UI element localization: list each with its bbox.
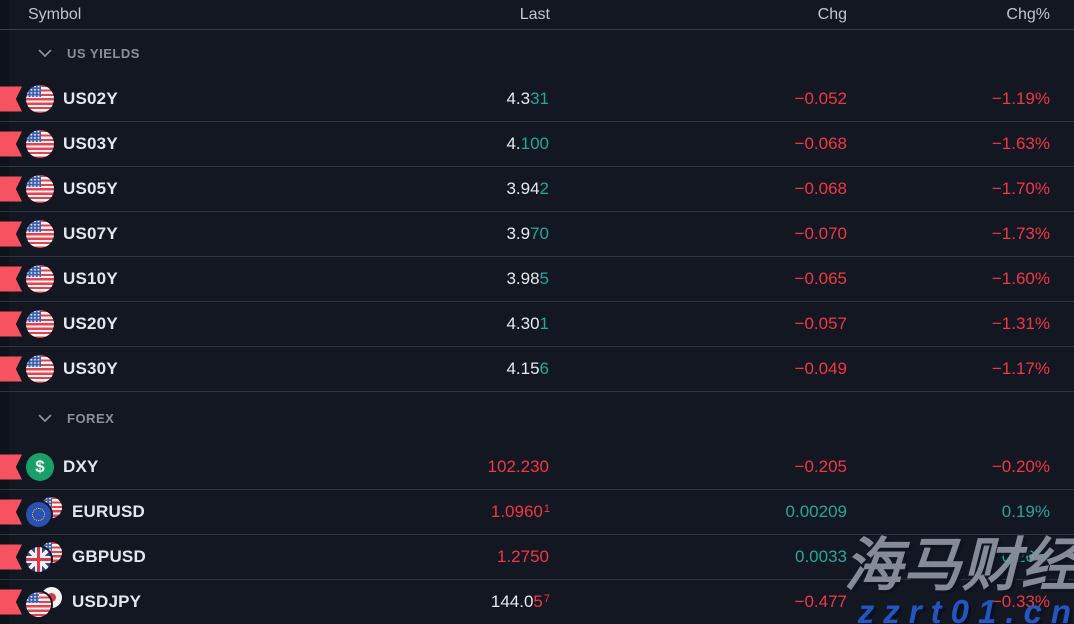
symbol-label: US02Y: [63, 89, 118, 108]
watchlist-row-US03Y[interactable]: US03Y 4.100 −0.068 −1.63%: [0, 122, 1074, 167]
last-value: 3.942: [506, 179, 549, 198]
flag-marker-icon[interactable]: [0, 589, 22, 615]
flag-marker-icon[interactable]: [0, 311, 22, 337]
symbol-label: US20Y: [63, 314, 118, 333]
us-flag-icon: [26, 355, 54, 383]
last-value: 1.09601: [490, 502, 550, 521]
watchlist-row-US02Y[interactable]: US02Y 4.331 −0.052 −1.19%: [0, 77, 1074, 122]
gb-us-flags-icon: [26, 542, 63, 572]
change-value: 0.0033: [795, 547, 847, 566]
last-value: 4.100: [506, 134, 549, 153]
section-header-us-yields[interactable]: US YIELDS: [0, 30, 1074, 77]
section-header-forex[interactable]: FOREX: [0, 392, 1074, 445]
column-header-last[interactable]: Last: [519, 5, 550, 23]
flag-marker-icon[interactable]: [0, 266, 22, 292]
change-percent-value: 0.26%: [1001, 547, 1050, 566]
us-flag-icon: [26, 220, 54, 248]
watchlist-body: US YIELDS US02Y 4.331 −0.052 −1.19% US03…: [0, 30, 1074, 624]
change-value: −0.052: [794, 89, 847, 108]
last-value: 144.057: [490, 592, 550, 611]
flag-marker-icon[interactable]: [0, 499, 22, 525]
us-flag-icon: [26, 265, 54, 293]
watchlist-row-US20Y[interactable]: US20Y 4.301 −0.057 −1.31%: [0, 302, 1074, 347]
watchlist-row-US10Y[interactable]: US10Y 3.985 −0.065 −1.60%: [0, 257, 1074, 302]
last-value: 3.985: [506, 269, 549, 288]
flag-marker-icon[interactable]: [0, 86, 22, 112]
change-value: −0.068: [794, 134, 847, 153]
flag-marker-icon[interactable]: [0, 454, 22, 480]
change-value: −0.068: [794, 179, 847, 198]
us-jp-flags-icon: [26, 587, 63, 617]
column-header-chg[interactable]: Chg: [817, 5, 847, 23]
us-flag-icon: [26, 130, 54, 158]
change-percent-value: −0.33%: [991, 592, 1050, 611]
symbol-label: DXY: [63, 457, 99, 476]
column-header-symbol[interactable]: Symbol: [28, 5, 82, 23]
change-percent-value: −1.70%: [991, 179, 1050, 198]
us-flag-icon: [26, 85, 54, 113]
change-percent-value: −1.63%: [991, 134, 1050, 153]
eu-us-flags-icon: [26, 497, 63, 527]
dollar-icon: $: [26, 453, 54, 481]
chevron-down-icon[interactable]: [38, 414, 52, 423]
symbol-label: US03Y: [63, 134, 118, 153]
flag-marker-icon[interactable]: [0, 131, 22, 157]
chevron-down-icon[interactable]: [38, 49, 52, 58]
change-value: −0.070: [794, 224, 847, 243]
symbol-label: US05Y: [63, 179, 118, 198]
flag-marker-icon[interactable]: [0, 544, 22, 570]
change-percent-value: −1.19%: [991, 89, 1050, 108]
last-value: 3.970: [506, 224, 549, 243]
column-header-chg-pct[interactable]: Chg%: [1006, 5, 1050, 23]
change-value: −0.057: [794, 314, 847, 333]
symbol-label: US07Y: [63, 224, 118, 243]
flag-marker-icon[interactable]: [0, 176, 22, 202]
flag-marker-icon[interactable]: [0, 356, 22, 382]
last-value: 4.331: [506, 89, 549, 108]
us-flag-icon: [26, 310, 54, 338]
change-value: −0.205: [794, 457, 847, 476]
watchlist-row-US05Y[interactable]: US05Y 3.942 −0.068 −1.70%: [0, 167, 1074, 212]
symbol-label: EURUSD: [72, 502, 145, 521]
watchlist-row-US07Y[interactable]: US07Y 3.970 −0.070 −1.73%: [0, 212, 1074, 257]
last-value: 1.2750: [497, 547, 549, 566]
change-value: 0.00209: [785, 502, 847, 521]
change-percent-value: −0.20%: [991, 457, 1050, 476]
watchlist-header-row: Symbol Last Chg Chg%: [0, 0, 1074, 30]
flag-marker-icon[interactable]: [0, 221, 22, 247]
watchlist-row-EURUSD[interactable]: EURUSD 1.09601 0.00209 0.19%: [0, 490, 1074, 535]
change-value: −0.065: [794, 269, 847, 288]
last-value: 102.230: [487, 457, 549, 476]
symbol-label: USDJPY: [72, 592, 142, 611]
watchlist-row-DXY[interactable]: $ DXY 102.230 −0.205 −0.20%: [0, 445, 1074, 490]
symbol-label: US30Y: [63, 359, 118, 378]
change-percent-value: 0.19%: [1001, 502, 1050, 521]
watchlist-row-US30Y[interactable]: US30Y 4.156 −0.049 −1.17%: [0, 347, 1074, 392]
us-flag-icon: [26, 175, 54, 203]
change-value: −0.049: [794, 359, 847, 378]
last-value: 4.156: [506, 359, 549, 378]
change-percent-value: −1.73%: [991, 224, 1050, 243]
watchlist-row-GBPUSD[interactable]: GBPUSD 1.2750 0.0033 0.26%: [0, 535, 1074, 580]
symbol-label: US10Y: [63, 269, 118, 288]
change-percent-value: −1.17%: [991, 359, 1050, 378]
last-value: 4.301: [506, 314, 549, 333]
section-label: US YIELDS: [67, 46, 140, 61]
change-value: −0.477: [794, 592, 847, 611]
change-percent-value: −1.60%: [991, 269, 1050, 288]
section-label: FOREX: [67, 411, 115, 426]
watchlist-row-USDJPY[interactable]: USDJPY 144.057 −0.477 −0.33%: [0, 580, 1074, 624]
symbol-label: GBPUSD: [72, 547, 146, 566]
change-percent-value: −1.31%: [991, 314, 1050, 333]
